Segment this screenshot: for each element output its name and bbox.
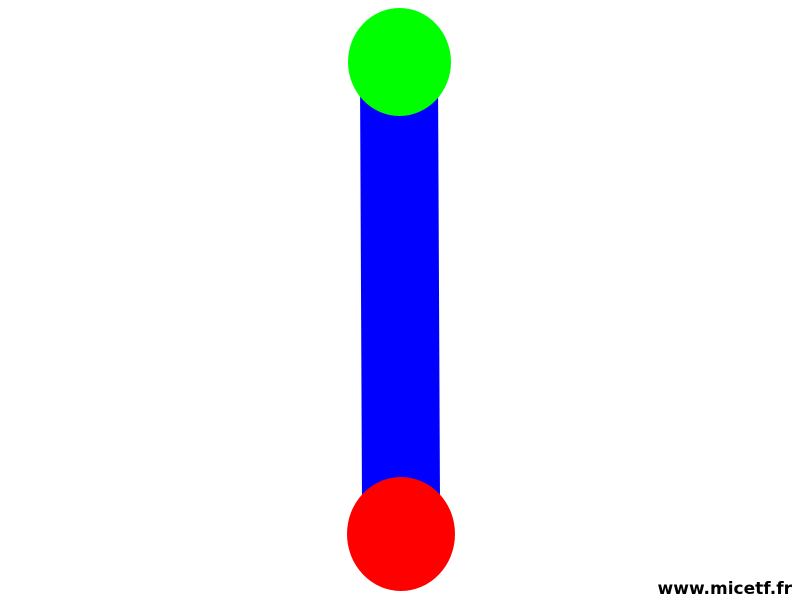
- blue-bar: [360, 75, 440, 505]
- watermark-text: www.micetf.fr: [657, 579, 792, 599]
- green-circle: [348, 8, 451, 116]
- red-circle: [347, 477, 455, 591]
